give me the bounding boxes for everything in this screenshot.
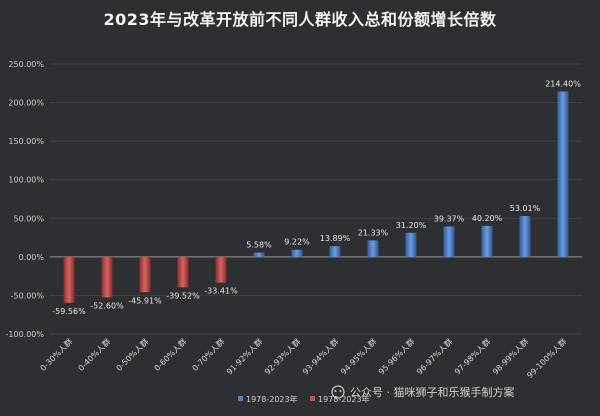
x-tick-label: 97-98%人群 <box>452 336 492 376</box>
y-tick-label: -50.00% <box>11 291 45 300</box>
data-label: 39.37% <box>434 214 465 223</box>
data-label: 214.40% <box>545 79 581 88</box>
bar <box>253 252 265 257</box>
y-tick-label: 150.00% <box>8 137 44 146</box>
bar <box>481 225 493 257</box>
y-tick-label: 0.00% <box>19 253 45 262</box>
x-tick-label: 98-99%人群 <box>490 336 530 376</box>
legend-swatch <box>238 396 243 401</box>
wechat-icon-eye <box>334 390 337 392</box>
y-tick-label: 100.00% <box>8 176 44 185</box>
wechat-icon-eye <box>339 390 342 392</box>
x-tick-label: 0-30%人群 <box>38 336 75 373</box>
data-label: -39.52% <box>166 291 200 300</box>
x-tick-label: 0-70%人群 <box>190 336 227 373</box>
bar <box>329 246 341 257</box>
y-tick-label: -100.00% <box>6 330 45 339</box>
x-tick-label: 92-93%人群 <box>262 336 302 376</box>
bar <box>291 249 303 257</box>
bar <box>443 226 455 257</box>
data-label: -59.56% <box>52 307 86 316</box>
x-tick-label: 95-96%人群 <box>376 336 416 376</box>
bar <box>519 215 531 257</box>
data-label: 5.58% <box>246 241 272 250</box>
data-label: -45.91% <box>128 296 162 305</box>
data-label: 53.01% <box>510 204 541 213</box>
x-tick-label: 99-100%人群 <box>525 336 569 380</box>
bar <box>367 240 379 257</box>
data-label: 40.20% <box>472 214 503 223</box>
x-tick-label: 96-97%人群 <box>414 336 454 376</box>
bar <box>405 232 417 257</box>
y-tick-label: 200.00% <box>8 99 44 108</box>
x-tick-label: 93-94%人群 <box>300 336 340 376</box>
data-label: 31.20% <box>396 221 427 230</box>
x-tick-label: 0-60%人群 <box>152 336 189 373</box>
x-tick-label: 91-92%人群 <box>224 336 264 376</box>
x-tick-label: 94-95%人群 <box>338 336 378 376</box>
wechat-icon <box>331 385 345 399</box>
x-tick-label: 0-40%人群 <box>76 336 113 373</box>
legend-swatch <box>310 396 315 401</box>
bar <box>101 256 113 298</box>
bar <box>139 256 151 293</box>
data-label: 13.89% <box>320 234 351 243</box>
data-label: -52.60% <box>90 301 124 310</box>
watermark: 公众号 · 猫咪狮子和乐猴手制方案 <box>350 385 515 399</box>
x-tick-label: 0-50%人群 <box>114 336 151 373</box>
data-label: 21.33% <box>358 228 389 237</box>
bar <box>215 256 227 283</box>
data-label: -33.41% <box>204 287 238 296</box>
data-label: 9.22% <box>284 238 310 247</box>
bar <box>177 256 189 288</box>
bar <box>63 256 75 303</box>
y-tick-label: 50.00% <box>13 214 44 223</box>
y-tick-label: 250.00% <box>8 60 44 69</box>
chart-title: 2023年与改革开放前不同人群收入总和份额增长倍数 <box>103 10 497 29</box>
legend-label: 1978-2023年 <box>318 394 370 404</box>
legend-label: 1978-2023年 <box>246 394 298 404</box>
bar <box>557 91 569 257</box>
